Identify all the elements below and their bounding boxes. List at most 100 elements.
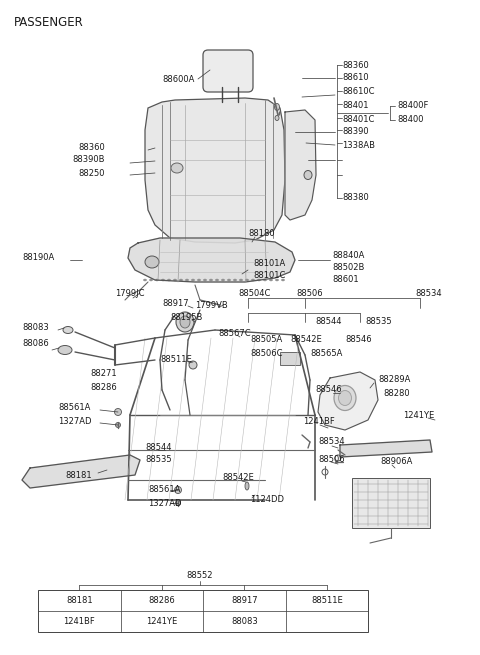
Bar [38,590,368,632]
Text: 88506: 88506 [296,290,323,299]
Text: 88544: 88544 [315,318,341,326]
Text: 88840A: 88840A [332,250,364,259]
Text: 88546: 88546 [345,335,372,345]
Ellipse shape [175,487,181,493]
Text: 88286: 88286 [148,596,175,605]
Text: 88101A: 88101A [253,259,285,269]
Ellipse shape [168,279,170,281]
Text: 88600A: 88600A [162,75,194,83]
Text: PASSENGER: PASSENGER [14,16,84,29]
Text: 88286: 88286 [90,383,117,392]
Ellipse shape [156,279,158,281]
Ellipse shape [144,279,146,281]
Text: 88502B: 88502B [332,263,364,272]
Text: 88289A: 88289A [378,375,410,384]
Ellipse shape [276,279,278,281]
Text: 88534: 88534 [415,290,442,299]
Text: 88546: 88546 [315,386,342,394]
PathPatch shape [145,98,285,243]
Text: 1241YE: 1241YE [403,411,434,419]
Ellipse shape [338,390,351,405]
Ellipse shape [204,279,206,281]
Text: 88534: 88534 [318,438,345,447]
Text: 88610C: 88610C [342,86,374,96]
Text: 1327AD: 1327AD [148,498,181,508]
Text: 88400F: 88400F [397,102,428,111]
Ellipse shape [240,279,242,281]
Ellipse shape [116,422,120,428]
Text: 1799VB: 1799VB [195,301,228,310]
Text: 88401: 88401 [342,102,369,111]
Bar [352,478,430,528]
Ellipse shape [228,279,230,281]
Text: 88101C: 88101C [253,272,286,280]
Text: 88511E: 88511E [160,356,192,364]
Text: 88360: 88360 [342,60,369,69]
Text: 88083: 88083 [231,617,258,626]
Text: 88906A: 88906A [380,457,412,466]
Text: 88180: 88180 [248,229,275,238]
Ellipse shape [197,279,201,281]
Bar [280,352,300,365]
Ellipse shape [149,279,153,281]
Ellipse shape [185,279,189,281]
Ellipse shape [216,279,218,281]
Ellipse shape [192,279,194,281]
Text: 88506C: 88506C [250,348,283,358]
Polygon shape [22,455,140,488]
Text: 88561A: 88561A [58,403,90,413]
Text: 88565A: 88565A [310,348,342,358]
Text: 88360: 88360 [78,143,105,151]
Ellipse shape [334,386,356,411]
Ellipse shape [189,361,197,369]
Ellipse shape [115,409,121,415]
Ellipse shape [245,279,249,281]
Text: 88504C: 88504C [238,290,270,299]
Text: 1241YE: 1241YE [146,617,178,626]
Text: 88542E: 88542E [222,472,254,481]
Ellipse shape [281,279,285,281]
Text: 88181: 88181 [66,596,93,605]
Ellipse shape [275,103,279,111]
Ellipse shape [176,312,194,332]
Text: 88190A: 88190A [22,253,54,263]
Text: 88506: 88506 [318,455,345,464]
Polygon shape [318,372,378,430]
Text: 88250: 88250 [78,168,105,178]
Text: 88280: 88280 [383,388,409,398]
Ellipse shape [304,170,312,179]
Ellipse shape [58,345,72,354]
Text: 88181: 88181 [65,470,92,479]
Ellipse shape [173,279,177,281]
Ellipse shape [269,279,273,281]
Text: 88567C: 88567C [218,329,251,337]
Text: 88086: 88086 [22,339,49,348]
Ellipse shape [180,279,182,281]
Text: 88505A: 88505A [250,335,282,345]
Ellipse shape [63,326,73,333]
Text: 88400: 88400 [397,115,423,124]
Text: 88083: 88083 [22,322,49,331]
Ellipse shape [180,316,190,328]
Ellipse shape [161,279,165,281]
Ellipse shape [176,500,180,506]
Text: 88390B: 88390B [72,155,105,164]
Text: 88271: 88271 [90,369,117,379]
Ellipse shape [257,279,261,281]
Text: 88552: 88552 [187,572,213,580]
Text: 88535: 88535 [365,318,392,326]
Text: 1338AB: 1338AB [342,141,375,151]
Ellipse shape [209,279,213,281]
Ellipse shape [145,256,159,268]
Text: 1327AD: 1327AD [58,417,92,426]
Text: 88561A: 88561A [148,485,180,495]
Text: 1799JC: 1799JC [115,288,144,297]
Text: 88390: 88390 [342,128,369,136]
FancyBboxPatch shape [203,50,253,92]
Ellipse shape [275,115,279,121]
Text: 1124DD: 1124DD [250,495,284,504]
Polygon shape [285,110,316,220]
Polygon shape [128,238,295,282]
Ellipse shape [245,482,249,490]
Text: 88401C: 88401C [342,115,374,124]
